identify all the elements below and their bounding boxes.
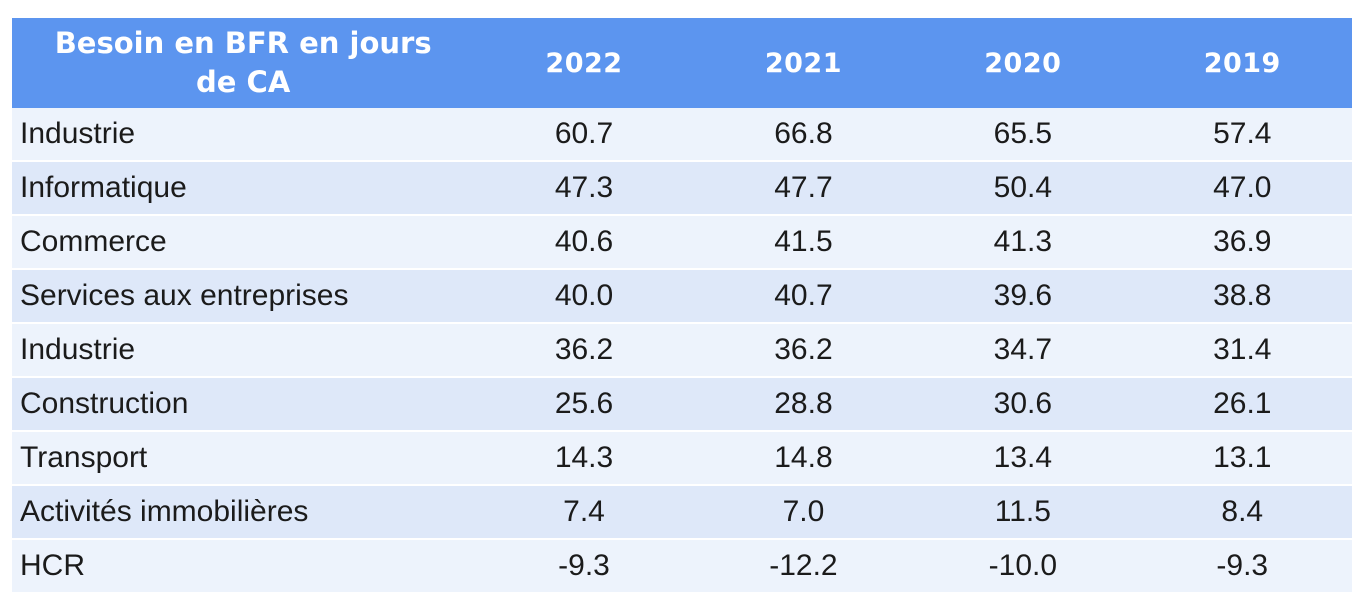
table-title: Besoin en BFR en jours de CA bbox=[54, 25, 432, 99]
table-row: Industrie 36.2 36.2 34.7 31.4 bbox=[12, 324, 1352, 378]
row-label: Industrie bbox=[20, 333, 136, 366]
cell-value: 40.7 bbox=[774, 279, 833, 312]
cell-value: -12.2 bbox=[769, 549, 838, 582]
cell-value: 41.5 bbox=[774, 225, 833, 258]
cell-value: 14.3 bbox=[554, 441, 614, 474]
cell-value: -9.3 bbox=[558, 549, 610, 582]
cell-value: 7.4 bbox=[563, 495, 605, 528]
cell-value: 13.1 bbox=[1213, 441, 1272, 474]
cell-value: 28.8 bbox=[774, 387, 833, 420]
cell-value: 40.0 bbox=[554, 279, 614, 312]
row-label: Commerce bbox=[20, 225, 167, 258]
cell-value: 40.6 bbox=[554, 225, 614, 258]
cell-value: 57.4 bbox=[1213, 117, 1272, 150]
cell-value: 14.8 bbox=[774, 441, 833, 474]
table-row: Industrie 60.7 66.8 65.5 57.4 bbox=[12, 108, 1352, 162]
column-header-2019: 2019 bbox=[1203, 47, 1281, 79]
table-body: Industrie 60.7 66.8 65.5 57.4 Informatique 47.… bbox=[12, 108, 1352, 594]
cell-value: 11.5 bbox=[994, 495, 1051, 528]
row-label: Services aux entreprises bbox=[20, 279, 349, 312]
cell-value: 47.3 bbox=[554, 171, 614, 204]
cell-value: 30.6 bbox=[993, 387, 1053, 420]
table-row: Commerce 40.6 41.5 41.3 36.9 bbox=[12, 216, 1352, 270]
cell-value: 47.0 bbox=[1213, 171, 1272, 204]
cell-value: 36.9 bbox=[1213, 225, 1272, 258]
cell-value: 7.0 bbox=[782, 495, 825, 528]
column-header-2022: 2022 bbox=[545, 47, 623, 79]
column-header-2020: 2020 bbox=[984, 47, 1062, 79]
table-row: HCR -9.3 -12.2 -10.0 -9.3 bbox=[12, 540, 1352, 594]
bfr-table: Besoin en BFR en jours de CA 2022 2021 2… bbox=[12, 18, 1352, 594]
cell-value: 50.4 bbox=[993, 171, 1053, 204]
cell-value: 65.5 bbox=[993, 117, 1053, 150]
cell-value: 31.4 bbox=[1213, 333, 1272, 366]
cell-value: -9.3 bbox=[1216, 549, 1269, 582]
cell-value: 13.4 bbox=[993, 441, 1053, 474]
cell-value: 41.3 bbox=[993, 225, 1053, 258]
cell-value: 8.4 bbox=[1221, 495, 1264, 528]
cell-value: 36.2 bbox=[554, 333, 614, 366]
row-label: HCR bbox=[20, 549, 85, 582]
cell-value: -10.0 bbox=[988, 549, 1058, 582]
row-label: Activités immobilières bbox=[20, 495, 309, 528]
cell-value: 26.1 bbox=[1213, 387, 1272, 420]
row-label: Informatique bbox=[20, 171, 187, 204]
table-header-row: Besoin en BFR en jours de CA 2022 2021 2… bbox=[12, 18, 1352, 108]
table-row: Services aux entreprises 40.0 40.7 39.6 38.8 bbox=[12, 270, 1352, 324]
cell-value: 25.6 bbox=[554, 387, 614, 420]
cell-value: 39.6 bbox=[993, 279, 1053, 312]
table-row: Transport 14.3 14.8 13.4 13.1 bbox=[12, 432, 1352, 486]
cell-value: 38.8 bbox=[1213, 279, 1272, 312]
table-row: Informatique 47.3 47.7 50.4 47.0 bbox=[12, 162, 1352, 216]
row-label: Transport bbox=[20, 441, 148, 474]
cell-value: 34.7 bbox=[993, 333, 1053, 366]
cell-value: 66.8 bbox=[774, 117, 833, 150]
row-label: Industrie bbox=[20, 117, 136, 150]
cell-value: 47.7 bbox=[774, 171, 833, 204]
row-label: Construction bbox=[20, 387, 189, 420]
cell-value: 60.7 bbox=[554, 117, 614, 150]
table-row: Activités immobilières 7.4 7.0 11.5 8.4 bbox=[12, 486, 1352, 540]
table-row: Construction 25.6 28.8 30.6 26.1 bbox=[12, 378, 1352, 432]
column-header-2021: 2021 bbox=[764, 47, 842, 79]
cell-value: 36.2 bbox=[774, 333, 833, 366]
